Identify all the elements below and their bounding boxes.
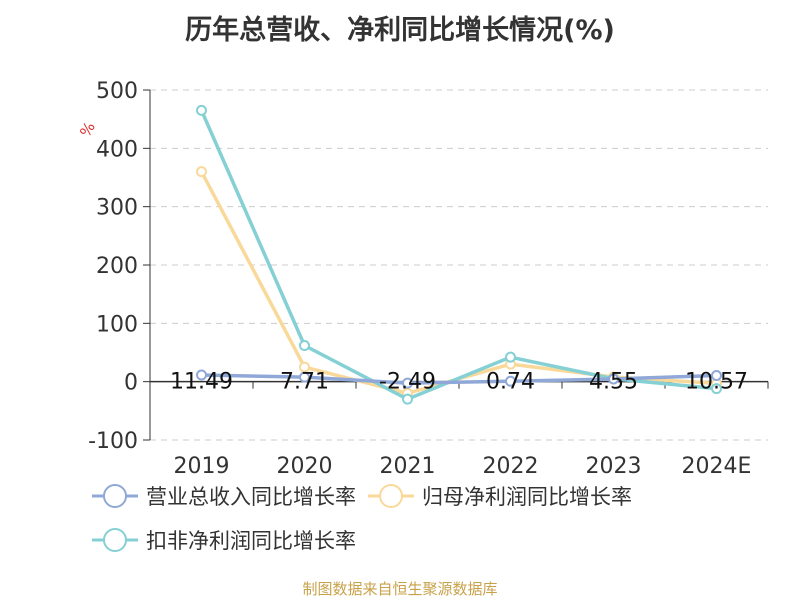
y-tick-label: 400 [96, 137, 138, 162]
chart-legend: 营业总收入同比增长率 归母净利润同比增长率 扣非净利润同比增长率 [90, 478, 790, 566]
legend-marker-deducted-profit [92, 528, 138, 552]
legend-row-2: 扣非净利润同比增长率 [90, 522, 790, 558]
data-point-0 [299, 371, 310, 383]
data-point-1 [299, 361, 310, 373]
series-line-0 [201, 373, 717, 385]
y-tick-label: 0 [124, 371, 138, 396]
x-tick-label: 2022 [483, 454, 539, 479]
data-point-2 [299, 340, 310, 351]
data-point-2 [402, 393, 413, 405]
y-tick-label: 200 [96, 254, 138, 279]
data-label: 11.49 [170, 370, 233, 395]
data-label: 0.74 [486, 370, 535, 395]
legend-label-deducted-profit: 扣非净利润同比增长率 [146, 529, 356, 553]
data-point-2 [505, 351, 516, 363]
x-tick-label: 2023 [586, 454, 642, 479]
legend-item-revenue[interactable]: 营业总收入同比增长率 [90, 481, 356, 511]
data-label: 4.55 [589, 370, 638, 395]
data-point-0 [505, 375, 516, 387]
legend-marker-revenue [92, 484, 138, 508]
x-tick-label: 2020 [277, 454, 333, 479]
data-label: 10.57 [685, 370, 748, 395]
x-tick-label: 2019 [174, 454, 230, 479]
data-point-0 [711, 370, 722, 382]
data-label: 7.71 [280, 370, 329, 395]
legend-item-net-profit[interactable]: 归母净利润同比增长率 [366, 481, 632, 511]
series-line-2 [199, 109, 717, 401]
data-label: -2.49 [379, 370, 436, 395]
legend-item-deducted-profit[interactable]: 扣非净利润同比增长率 [90, 525, 356, 555]
data-point-0 [402, 377, 413, 389]
legend-label-revenue: 营业总收入同比增长率 [146, 485, 356, 509]
y-tick-label: 100 [96, 312, 138, 337]
y-tick-label: 500 [96, 79, 138, 104]
legend-row-1: 营业总收入同比增长率 归母净利润同比增长率 [90, 478, 790, 514]
data-point-2 [196, 104, 207, 116]
data-point-1 [196, 166, 207, 178]
data-point-0 [196, 369, 207, 381]
legend-label-net-profit: 归母净利润同比增长率 [422, 485, 632, 509]
data-point-2 [711, 383, 722, 395]
data-point-0 [608, 373, 619, 385]
x-tick-label: 2024E [682, 454, 752, 479]
x-tick-label: 2021 [380, 454, 436, 479]
legend-marker-net-profit [368, 484, 414, 508]
source-note: 制图数据来自恒生聚源数据库 [302, 580, 498, 598]
chart-title: 历年总营收、净利同比增长情况(%) [185, 15, 615, 46]
y-tick-label: -100 [88, 429, 138, 454]
y-tick-label: 300 [96, 196, 138, 221]
